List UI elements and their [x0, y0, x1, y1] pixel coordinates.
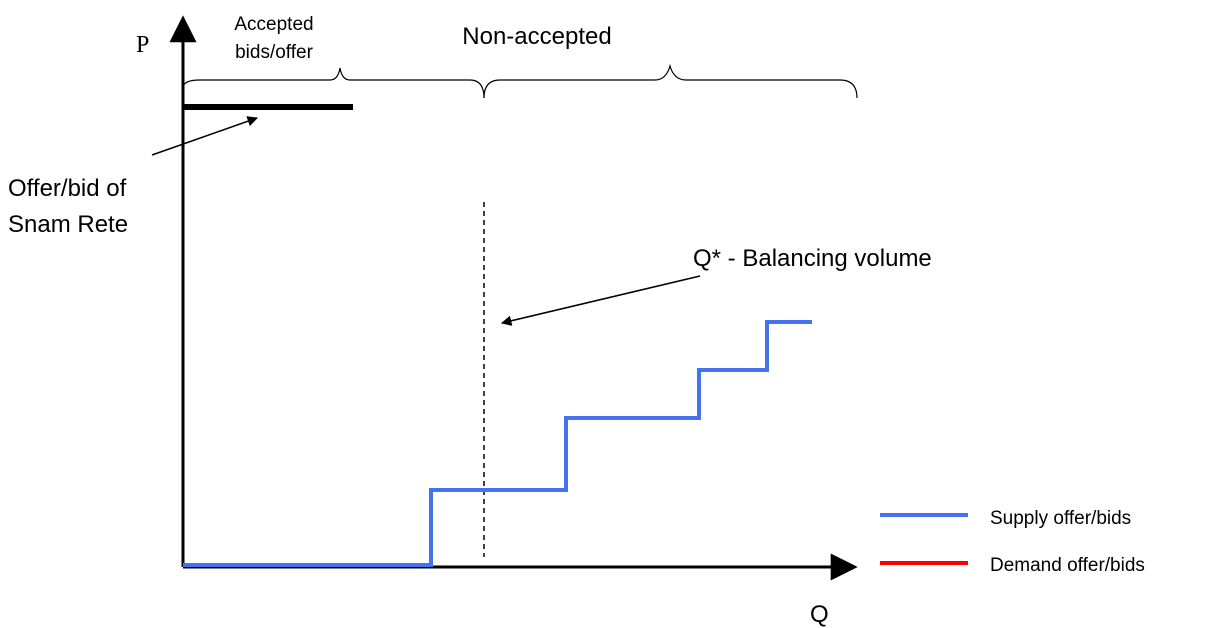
snam-label-line1: Offer/bid of — [8, 175, 127, 202]
snam-arrow — [151, 116, 258, 156]
legend-supply-label: Supply offer/bids — [990, 508, 1131, 529]
accepted-brace — [182, 67, 485, 99]
accepted-label-line1: Accepted — [234, 14, 313, 35]
legend-demand-label: Demand offer/bids — [990, 555, 1145, 576]
non-accepted-label: Non-accepted — [462, 23, 611, 50]
y-axis-label: P — [136, 32, 149, 58]
balancing-arrow — [500, 275, 701, 326]
x-axis-label: Q — [810, 601, 829, 628]
balancing-label: Q* - Balancing volume — [693, 245, 932, 272]
snam-label-line2: Snam Rete — [8, 211, 128, 238]
supply-curve — [183, 320, 812, 567]
non-accepted-brace — [483, 63, 858, 99]
accepted-label-line2: bids/offer — [235, 42, 313, 63]
